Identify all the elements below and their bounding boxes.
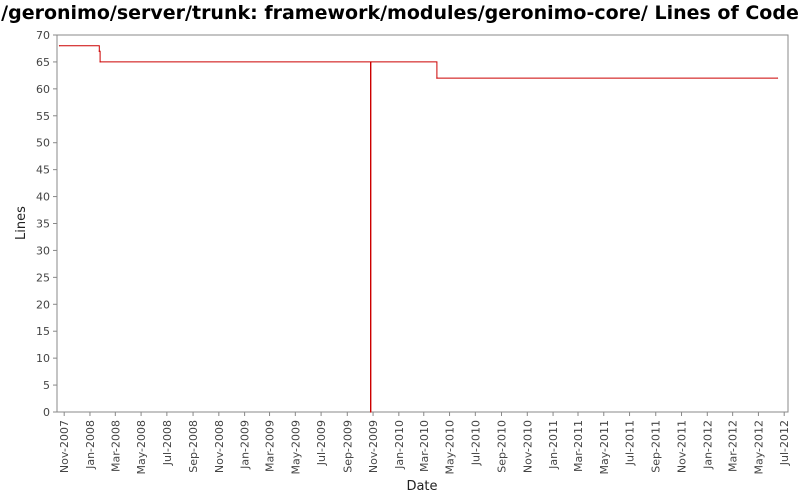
x-tick-label: May-2009 [289, 420, 302, 475]
x-tick-label: Jul-2008 [161, 420, 174, 466]
y-tick-label: 25 [36, 271, 50, 284]
y-tick-label: 5 [43, 379, 50, 392]
x-tick-label: Nov-2007 [58, 420, 71, 473]
chart-title: /geronimo/server/trunk: framework/module… [1, 2, 799, 24]
x-tick-label: Mar-2008 [109, 420, 122, 472]
y-tick-label: 15 [36, 325, 50, 338]
x-tick-label: May-2010 [444, 420, 457, 475]
x-tick-label: Mar-2011 [572, 420, 585, 472]
x-tick-label: Jan-2008 [84, 420, 97, 470]
x-tick-label: Sep-2009 [341, 420, 354, 473]
y-tick-label: 40 [36, 191, 50, 204]
x-tick-label: Jul-2011 [624, 420, 637, 466]
x-axis: Nov-2007 Jan-2008 Mar-2008 May-2008 Jul-2008… [58, 412, 791, 475]
y-tick-label: 30 [36, 244, 50, 257]
data-point [98, 50, 100, 52]
y-tick-label: 50 [36, 137, 50, 150]
data-point [58, 45, 61, 47]
x-tick-label: Nov-2008 [213, 420, 226, 473]
x-tick-label: Nov-2010 [521, 420, 534, 473]
x-tick-label: Jan-2012 [701, 420, 714, 470]
x-tick-label: Jan-2010 [393, 420, 406, 470]
x-tick-label: Jul-2010 [469, 420, 482, 466]
x-tick-label: Nov-2009 [367, 420, 380, 473]
x-tick-label: May-2012 [752, 420, 765, 475]
x-tick-label: Jan-2011 [547, 420, 560, 470]
x-tick-label: Jul-2012 [778, 420, 791, 466]
data-point [370, 61, 372, 63]
y-tick-label: 0 [43, 406, 50, 419]
y-tick-label: 10 [36, 352, 50, 365]
data-point [436, 77, 438, 79]
x-tick-label: Mar-2010 [418, 420, 431, 472]
x-tick-label: Jan-2009 [239, 420, 252, 470]
x-tick-label: Mar-2012 [727, 420, 740, 472]
x-tick-label: Sep-2008 [187, 420, 200, 473]
x-axis-title: Date [406, 479, 437, 494]
x-tick-label: Nov-2011 [676, 420, 689, 473]
series-layer [58, 45, 779, 413]
data-point [99, 61, 101, 63]
y-tick-label: 20 [36, 298, 50, 311]
y-tick-label: 60 [36, 83, 50, 96]
x-tick-label: May-2011 [598, 420, 611, 475]
x-tick-label: Jul-2009 [315, 420, 328, 466]
y-axis-title: Lines [14, 206, 29, 240]
y-axis: 0 5 10 15 20 25 30 35 40 45 50 55 60 65 70 [36, 29, 57, 419]
x-tick-label: Mar-2009 [264, 420, 277, 472]
x-tick-label: May-2008 [135, 420, 148, 475]
data-point [369, 411, 372, 413]
y-tick-label: 55 [36, 110, 50, 123]
y-tick-label: 70 [36, 29, 50, 42]
y-tick-label: 65 [36, 56, 50, 69]
y-tick-label: 35 [36, 218, 50, 231]
data-point [776, 77, 779, 79]
x-tick-label: Sep-2011 [650, 420, 663, 473]
plot-background [56, 34, 789, 413]
x-tick-label: Sep-2010 [496, 420, 509, 473]
series-line [59, 45, 778, 413]
y-tick-label: 45 [36, 164, 50, 177]
